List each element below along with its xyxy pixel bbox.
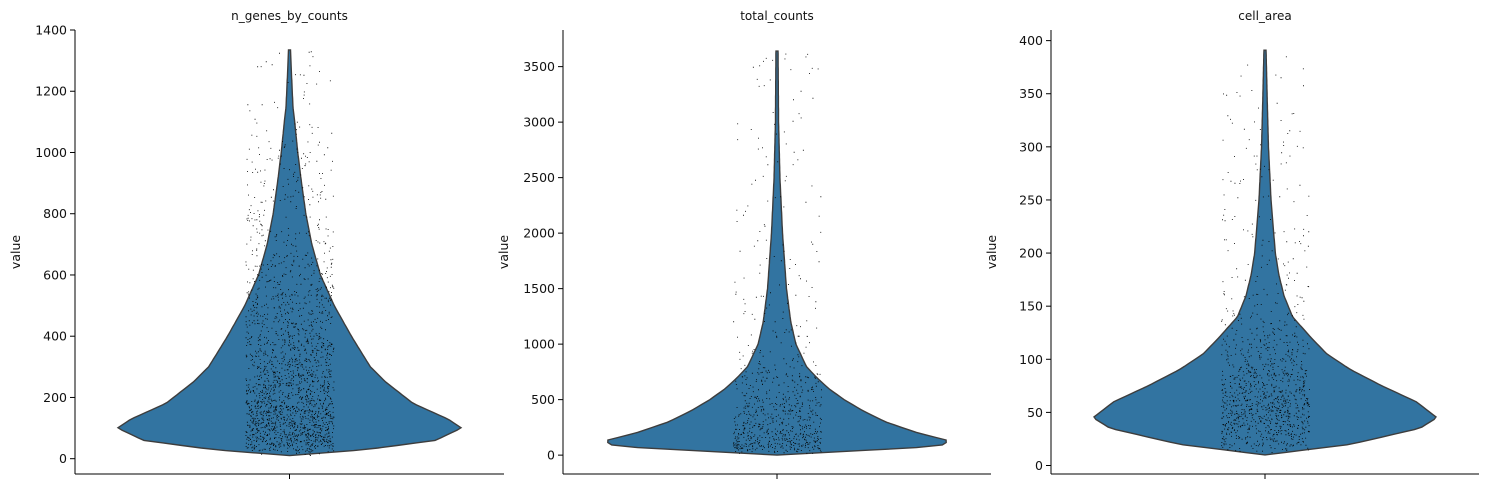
violin-body (1093, 49, 1437, 456)
y-tick-label: 1000 (523, 337, 555, 352)
y-tick-label: 500 (531, 392, 555, 407)
panel-title: total_counts (740, 9, 814, 23)
y-tick-label: 3500 (523, 59, 555, 74)
y-tick-label: 0 (59, 451, 67, 466)
y-tick-label: 3000 (523, 115, 555, 130)
y-tick-label: 1400 (35, 23, 67, 38)
y-tick-label: 150 (1019, 299, 1043, 314)
y-tick-label: 1500 (523, 281, 555, 296)
y-axis-label: value (984, 235, 999, 269)
y-tick-label: 2500 (523, 170, 555, 185)
y-tick-label: 200 (1019, 246, 1043, 261)
violin-body (607, 50, 947, 456)
y-tick-label: 100 (1019, 352, 1043, 367)
y-tick-label: 400 (43, 329, 67, 344)
y-tick-label: 600 (43, 267, 67, 282)
panel-title: n_genes_by_counts (231, 9, 348, 23)
panel-title: cell_area (1238, 9, 1291, 23)
y-tick-label: 50 (1027, 405, 1043, 420)
y-tick-label: 250 (1019, 192, 1043, 207)
y-tick-label: 400 (1019, 33, 1043, 48)
y-axis-label: value (8, 235, 23, 269)
y-axis-label: value (496, 235, 511, 269)
y-tick-label: 0 (547, 448, 555, 463)
y-tick-label: 1200 (35, 84, 67, 99)
y-tick-label: 0 (1035, 458, 1043, 473)
violin-body (116, 49, 463, 457)
y-tick-label: 2000 (523, 226, 555, 241)
y-tick-label: 800 (43, 206, 67, 221)
y-tick-label: 1000 (35, 145, 67, 160)
y-tick-label: 300 (1019, 139, 1043, 154)
y-tick-label: 200 (43, 390, 67, 405)
y-tick-label: 350 (1019, 86, 1043, 101)
